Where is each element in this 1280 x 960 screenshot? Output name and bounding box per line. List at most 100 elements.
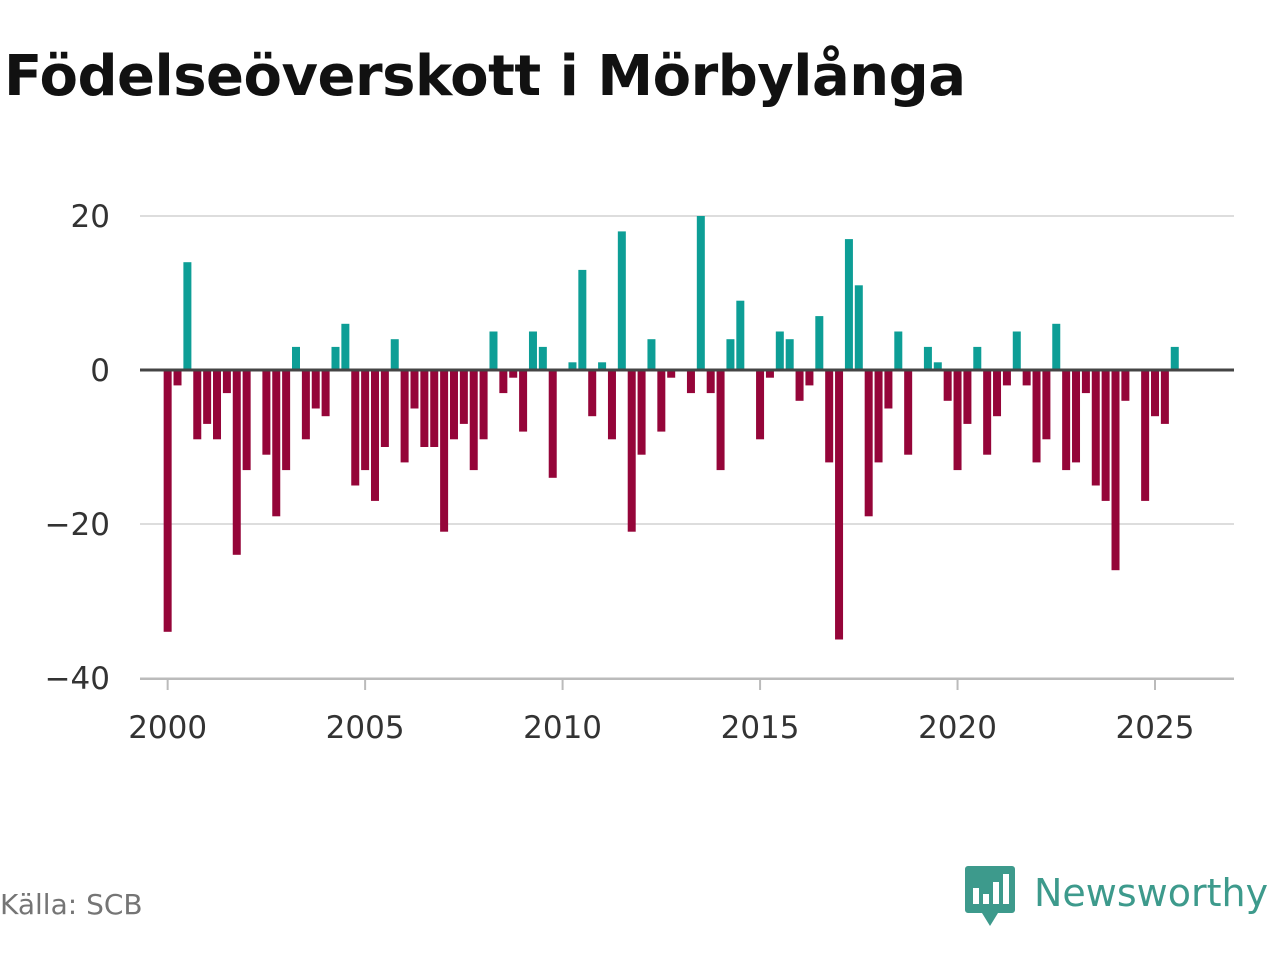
bar: [499, 370, 508, 394]
bar: [933, 362, 942, 370]
brand-name: Newsworthy: [1034, 871, 1269, 915]
bar: [825, 370, 834, 463]
bar: [598, 362, 607, 370]
bar: [430, 370, 439, 447]
bar: [321, 370, 330, 417]
bar: [785, 339, 794, 370]
bar: [163, 370, 172, 632]
bar: [1081, 370, 1090, 394]
bar: [351, 370, 360, 486]
bar: [479, 370, 488, 440]
x-tick-label: 2025: [1116, 710, 1195, 746]
bar: [1091, 370, 1100, 486]
x-tick-label: 2000: [128, 710, 207, 746]
bar: [765, 370, 774, 378]
bar: [953, 370, 962, 471]
bar: [894, 331, 903, 370]
bar: [923, 346, 932, 370]
bar: [242, 370, 251, 471]
newsworthy-logo-icon: [965, 866, 1015, 926]
bar: [963, 370, 972, 424]
bar: [983, 370, 992, 455]
source-label: Källa: SCB: [0, 888, 143, 921]
bar: [578, 269, 587, 370]
y-tick-label: −40: [45, 661, 110, 697]
bar: [420, 370, 429, 447]
bar: [904, 370, 913, 455]
bar: [390, 339, 399, 370]
bar: [607, 370, 616, 440]
bar: [864, 370, 873, 517]
y-tick-label: 20: [71, 199, 110, 235]
bar: [440, 370, 449, 532]
bar: [568, 362, 577, 370]
brand: Newsworthy: [964, 864, 1268, 928]
bar: [538, 346, 547, 370]
bar: [993, 370, 1002, 417]
bar: [795, 370, 804, 401]
bar-chart: 20 0 −20 −40 2000 2005 2010 2015 2020 2025: [45, 199, 1234, 746]
bar: [1121, 370, 1130, 401]
bar: [884, 370, 893, 409]
bar: [262, 370, 271, 455]
bar: [637, 370, 646, 455]
bar: [370, 370, 379, 501]
bar: [1160, 370, 1169, 424]
bar: [1111, 370, 1120, 571]
bar: [232, 370, 241, 555]
bar: [1141, 370, 1150, 501]
bar: [1042, 370, 1051, 440]
bar: [647, 339, 656, 370]
bar: [617, 231, 626, 370]
x-tick-label: 2010: [523, 710, 602, 746]
bar: [213, 370, 222, 440]
bar: [380, 370, 389, 447]
bar: [361, 370, 370, 471]
bar: [203, 370, 212, 424]
bar: [410, 370, 419, 409]
bar: [706, 370, 715, 394]
bar: [489, 331, 498, 370]
bar: [311, 370, 320, 409]
bar: [815, 316, 824, 370]
bar: [183, 262, 192, 370]
bar: [173, 370, 182, 386]
y-tick-label: −20: [45, 507, 110, 543]
x-tick-label: 2005: [326, 710, 405, 746]
bars: [163, 216, 1179, 640]
bar: [854, 285, 863, 370]
bar: [736, 300, 745, 370]
bar: [1022, 370, 1031, 386]
bar: [1170, 346, 1179, 370]
chart-title: Födelseöverskott i Mörbylånga: [4, 44, 966, 109]
bar: [844, 239, 853, 370]
bar: [588, 370, 597, 417]
bar: [686, 370, 695, 394]
bar: [459, 370, 468, 424]
bar: [775, 331, 784, 370]
bar: [1002, 370, 1011, 386]
bar: [1052, 323, 1061, 370]
bar: [835, 370, 844, 640]
bar: [756, 370, 765, 440]
bar: [400, 370, 409, 463]
bar: [696, 216, 705, 370]
bar: [973, 346, 982, 370]
bar: [1151, 370, 1160, 417]
bar: [627, 370, 636, 532]
bar: [1012, 331, 1021, 370]
bar: [528, 331, 537, 370]
y-tick-label: 0: [90, 353, 110, 389]
bar: [449, 370, 458, 440]
bar: [1032, 370, 1041, 463]
bar: [874, 370, 883, 463]
x-tick-label: 2020: [918, 710, 997, 746]
bar: [726, 339, 735, 370]
bar: [1072, 370, 1081, 463]
x-tick-label: 2015: [721, 710, 800, 746]
bar: [469, 370, 478, 471]
bar: [1062, 370, 1071, 471]
bar: [667, 370, 676, 378]
bar: [341, 323, 350, 370]
bar: [943, 370, 952, 401]
